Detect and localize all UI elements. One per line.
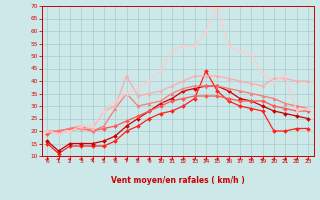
X-axis label: Vent moyen/en rafales ( km/h ): Vent moyen/en rafales ( km/h ) bbox=[111, 176, 244, 185]
